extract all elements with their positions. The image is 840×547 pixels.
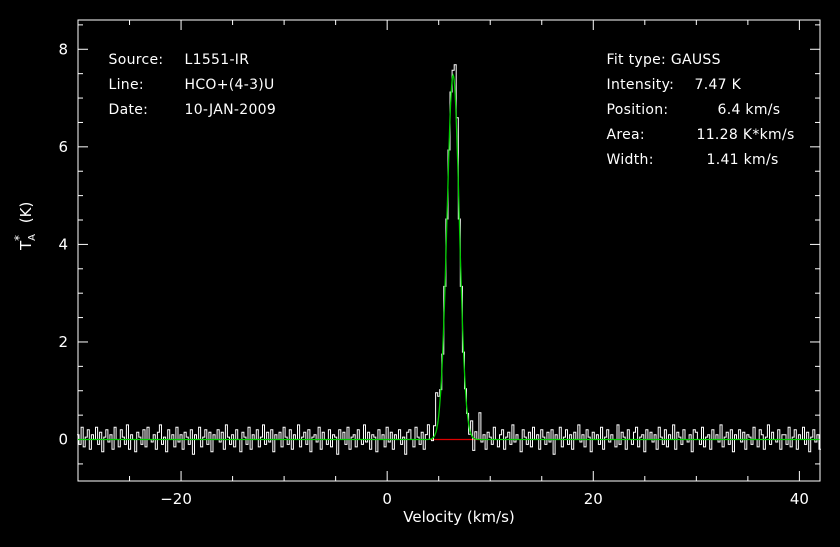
line-label: Line: [108, 77, 144, 93]
x-tick-label: 40 [790, 490, 809, 508]
x-axis-label: Velocity (km/s) [403, 508, 515, 526]
line-info: Line: HCO+(4-3)U [99, 61, 275, 93]
y-axis-label-main: T [17, 240, 35, 250]
fit-type-value: GAUSS [670, 52, 721, 68]
plot-layer: −20 0 20 40 0 2 4 6 8 [58, 19, 821, 508]
x-axis-label-wrap: Velocity (km/s) [0, 508, 840, 526]
y-tick-label: 6 [58, 138, 68, 156]
fit-position-info: Position: 6.4 km/s [597, 86, 781, 118]
fit-area-value: 11.28 K*km/s [696, 127, 795, 143]
source-value: L1551-IR [184, 52, 250, 68]
date-info: Date: 10-JAN-2009 [99, 86, 276, 118]
y-tick-label: 2 [58, 333, 68, 351]
y-axis-label-sup: * [12, 234, 26, 241]
plot-frame [77, 19, 821, 482]
spectrum-line [77, 64, 821, 455]
source-label: Source: [108, 52, 164, 68]
x-tick-label: −20 [160, 490, 192, 508]
line-value: HCO+(4-3)U [184, 77, 275, 93]
fit-width-info: Width: 1.41 km/s [597, 136, 779, 168]
date-value: 10-JAN-2009 [184, 102, 277, 118]
fit-intensity-label: Intensity: [606, 77, 675, 93]
y-tick-label: 0 [58, 431, 68, 449]
x-tick-label: 0 [382, 490, 392, 508]
gauss-fit-line [78, 73, 820, 441]
y-tick-label: 4 [58, 235, 68, 253]
fit-intensity-info: Intensity: 7.47 K [597, 61, 741, 93]
fit-width-value: 1.41 km/s [706, 152, 779, 168]
y-axis-label: TA* (K) [12, 201, 38, 250]
x-tick-label: 20 [584, 490, 603, 508]
fit-position-value: 6.4 km/s [717, 102, 781, 118]
fit-position-label: Position: [606, 102, 669, 118]
fit-intensity-value: 7.47 K [694, 77, 742, 93]
fit-area-label: Area: [606, 127, 645, 143]
y-tick-label: 8 [58, 40, 68, 58]
fit-type-label: Fit type: [606, 52, 667, 68]
fit-area-info: Area: 11.28 K*km/s [597, 111, 795, 143]
date-label: Date: [108, 102, 149, 118]
y-axis-label-unit: (K) [17, 201, 35, 224]
y-axis-label-sub: A [27, 233, 38, 241]
source-info: Source: L1551-IR [99, 36, 249, 68]
fit-type-info: Fit type: GAUSS [597, 36, 721, 68]
fit-width-label: Width: [606, 152, 654, 168]
